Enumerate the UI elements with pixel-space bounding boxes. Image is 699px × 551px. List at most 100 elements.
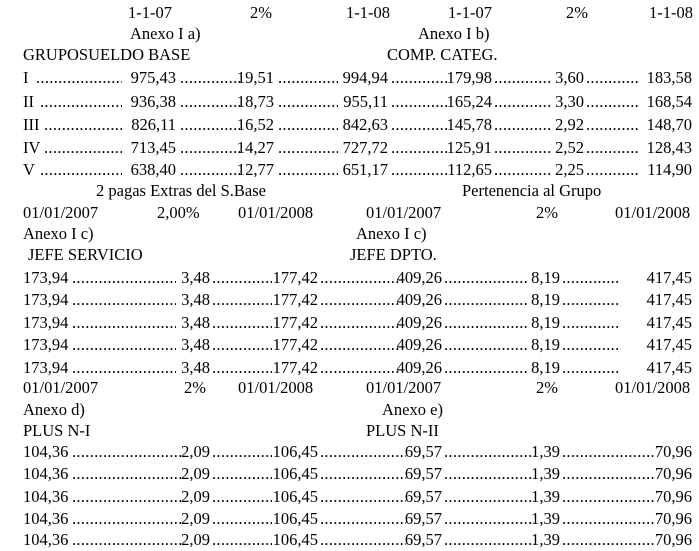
plus-n1-increase: 2,09 bbox=[181, 464, 210, 483]
comp-increase: 2,25 bbox=[555, 160, 584, 179]
leader-dots: ........................................… bbox=[320, 442, 406, 461]
top-footer-left: 2 pagas Extras del S.Base bbox=[96, 181, 267, 200]
plus-n1-increase: 2,09 bbox=[181, 487, 210, 506]
comp-2007: 112,65 bbox=[447, 160, 492, 179]
leader-dots: ........................................ bbox=[391, 68, 449, 87]
plus-n2-2008: 70,96 bbox=[654, 487, 692, 506]
comp-increase: 2,52 bbox=[555, 138, 584, 157]
leader-dots: ........................................ bbox=[562, 313, 620, 332]
jefe-dpto-increase: 8,19 bbox=[531, 268, 560, 287]
leader-dots: ........................................ bbox=[180, 115, 240, 134]
leader-dots: ........................................… bbox=[320, 313, 400, 332]
jefe-dpto-2008: 417,45 bbox=[646, 358, 692, 377]
leader-dots: ........................................… bbox=[444, 268, 528, 287]
base-2007: 638,40 bbox=[130, 160, 176, 179]
leader-dots: ........................................… bbox=[72, 530, 182, 549]
leader-dots: ........................................… bbox=[320, 358, 400, 377]
leader-dots: ........................................ bbox=[586, 115, 640, 134]
jefe-servicio-2007: 173,94 bbox=[23, 268, 69, 287]
leader-dots: ........................................ bbox=[586, 92, 640, 111]
bottom-left-date2: 01/01/2008 bbox=[238, 378, 314, 397]
jefe-servicio-2007: 173,94 bbox=[23, 335, 69, 354]
jefe-servicio-increase: 3,48 bbox=[181, 268, 210, 287]
grupo-label: IV bbox=[23, 138, 41, 157]
jefe-servicio-increase: 3,48 bbox=[181, 313, 210, 332]
mid-right-date2: 01/01/2008 bbox=[615, 203, 691, 222]
mid-right-annex: Anexo I c) bbox=[356, 224, 427, 243]
leader-dots: ........................................… bbox=[444, 313, 528, 332]
mid-left-title: JEFE SERVICIO bbox=[28, 245, 143, 264]
leader-dots: ........................................ bbox=[586, 160, 640, 179]
leader-dots: ........................................ bbox=[40, 160, 122, 179]
mid-left-date1: 01/01/2007 bbox=[23, 203, 99, 222]
jefe-servicio-increase: 3,48 bbox=[181, 290, 210, 309]
leader-dots: ........................................… bbox=[72, 442, 182, 461]
leader-dots: ........................................… bbox=[562, 442, 654, 461]
leader-dots: ........................................ bbox=[494, 138, 552, 157]
leader-dots: ........................................ bbox=[494, 92, 552, 111]
top-left-pct: 2% bbox=[250, 3, 272, 22]
leader-dots: ........................................ bbox=[494, 68, 552, 87]
jefe-dpto-2007: 409,26 bbox=[396, 313, 442, 332]
plus-n2-2008: 70,96 bbox=[654, 442, 692, 461]
bottom-left-date1: 01/01/2007 bbox=[23, 378, 99, 397]
leader-dots: ........................................… bbox=[72, 464, 182, 483]
leader-dots: ........................................… bbox=[72, 335, 176, 354]
comp-increase: 3,60 bbox=[555, 68, 584, 87]
leader-dots: ........................................ bbox=[494, 160, 552, 179]
jefe-dpto-2008: 417,45 bbox=[646, 313, 692, 332]
mid-right-title: JEFE DPTO. bbox=[350, 245, 437, 264]
plus-n1-2007: 104,36 bbox=[23, 442, 69, 461]
jefe-servicio-2008: 177,42 bbox=[272, 290, 318, 309]
top-left-title: GRUPOSUELDO BASE bbox=[23, 45, 191, 64]
leader-dots: ........................................ bbox=[586, 68, 640, 87]
leader-dots: ........................................ bbox=[40, 92, 122, 111]
leader-dots: ........................................… bbox=[562, 487, 654, 506]
jefe-servicio-2008: 177,42 bbox=[272, 335, 318, 354]
base-increase: 19,51 bbox=[236, 68, 274, 87]
leader-dots: ........................................ bbox=[36, 68, 122, 87]
leader-dots: ........................................ bbox=[212, 313, 272, 332]
jefe-servicio-2008: 177,42 bbox=[272, 358, 318, 377]
mid-left-date2: 01/01/2008 bbox=[238, 203, 314, 222]
leader-dots: ........................................ bbox=[212, 464, 272, 483]
plus-n1-2007: 104,36 bbox=[23, 530, 69, 549]
jefe-dpto-2008: 417,45 bbox=[646, 268, 692, 287]
mid-left-annex: Anexo I c) bbox=[23, 224, 94, 243]
leader-dots: ........................................ bbox=[562, 358, 620, 377]
comp-2008: 183,58 bbox=[646, 68, 692, 87]
comp-2007: 165,24 bbox=[446, 92, 492, 111]
plus-n1-2008: 106,45 bbox=[272, 464, 318, 483]
top-right-annex: Anexo I b) bbox=[418, 24, 490, 43]
leader-dots: ........................................… bbox=[444, 464, 534, 483]
plus-n1-2008: 106,45 bbox=[272, 442, 318, 461]
leader-dots: ........................................ bbox=[44, 115, 122, 134]
top-right-pct: 2% bbox=[566, 3, 588, 22]
bottom-right-date2: 01/01/2008 bbox=[615, 378, 691, 397]
jefe-servicio-2008: 177,42 bbox=[272, 313, 318, 332]
plus-n2-2008: 70,96 bbox=[654, 509, 692, 528]
leader-dots: ........................................ bbox=[180, 138, 240, 157]
base-2007: 826,11 bbox=[131, 115, 176, 134]
plus-n2-2007: 69,57 bbox=[404, 509, 442, 528]
leader-dots: ........................................ bbox=[44, 138, 122, 157]
jefe-servicio-2007: 173,94 bbox=[23, 313, 69, 332]
plus-n2-2008: 70,96 bbox=[654, 464, 692, 483]
leader-dots: ........................................ bbox=[391, 138, 449, 157]
leader-dots: ........................................ bbox=[212, 358, 272, 377]
jefe-dpto-2007: 409,26 bbox=[396, 335, 442, 354]
bottom-left-title: PLUS N-I bbox=[23, 421, 91, 440]
bottom-right-annex: Anexo e) bbox=[382, 400, 443, 419]
leader-dots: ........................................… bbox=[444, 290, 528, 309]
mid-right-pct: 2% bbox=[536, 203, 558, 222]
plus-n1-increase: 2,09 bbox=[181, 530, 210, 549]
bottom-right-title: PLUS N-II bbox=[366, 421, 439, 440]
grupo-label: III bbox=[23, 115, 40, 134]
jefe-dpto-2008: 417,45 bbox=[646, 290, 692, 309]
bottom-left-pct: 2% bbox=[184, 378, 206, 397]
jefe-servicio-increase: 3,48 bbox=[181, 358, 210, 377]
top-right-date1: 1-1-07 bbox=[448, 3, 492, 22]
leader-dots: ........................................… bbox=[72, 358, 176, 377]
plus-n1-2008: 106,45 bbox=[272, 509, 318, 528]
comp-2008: 168,54 bbox=[646, 92, 692, 111]
